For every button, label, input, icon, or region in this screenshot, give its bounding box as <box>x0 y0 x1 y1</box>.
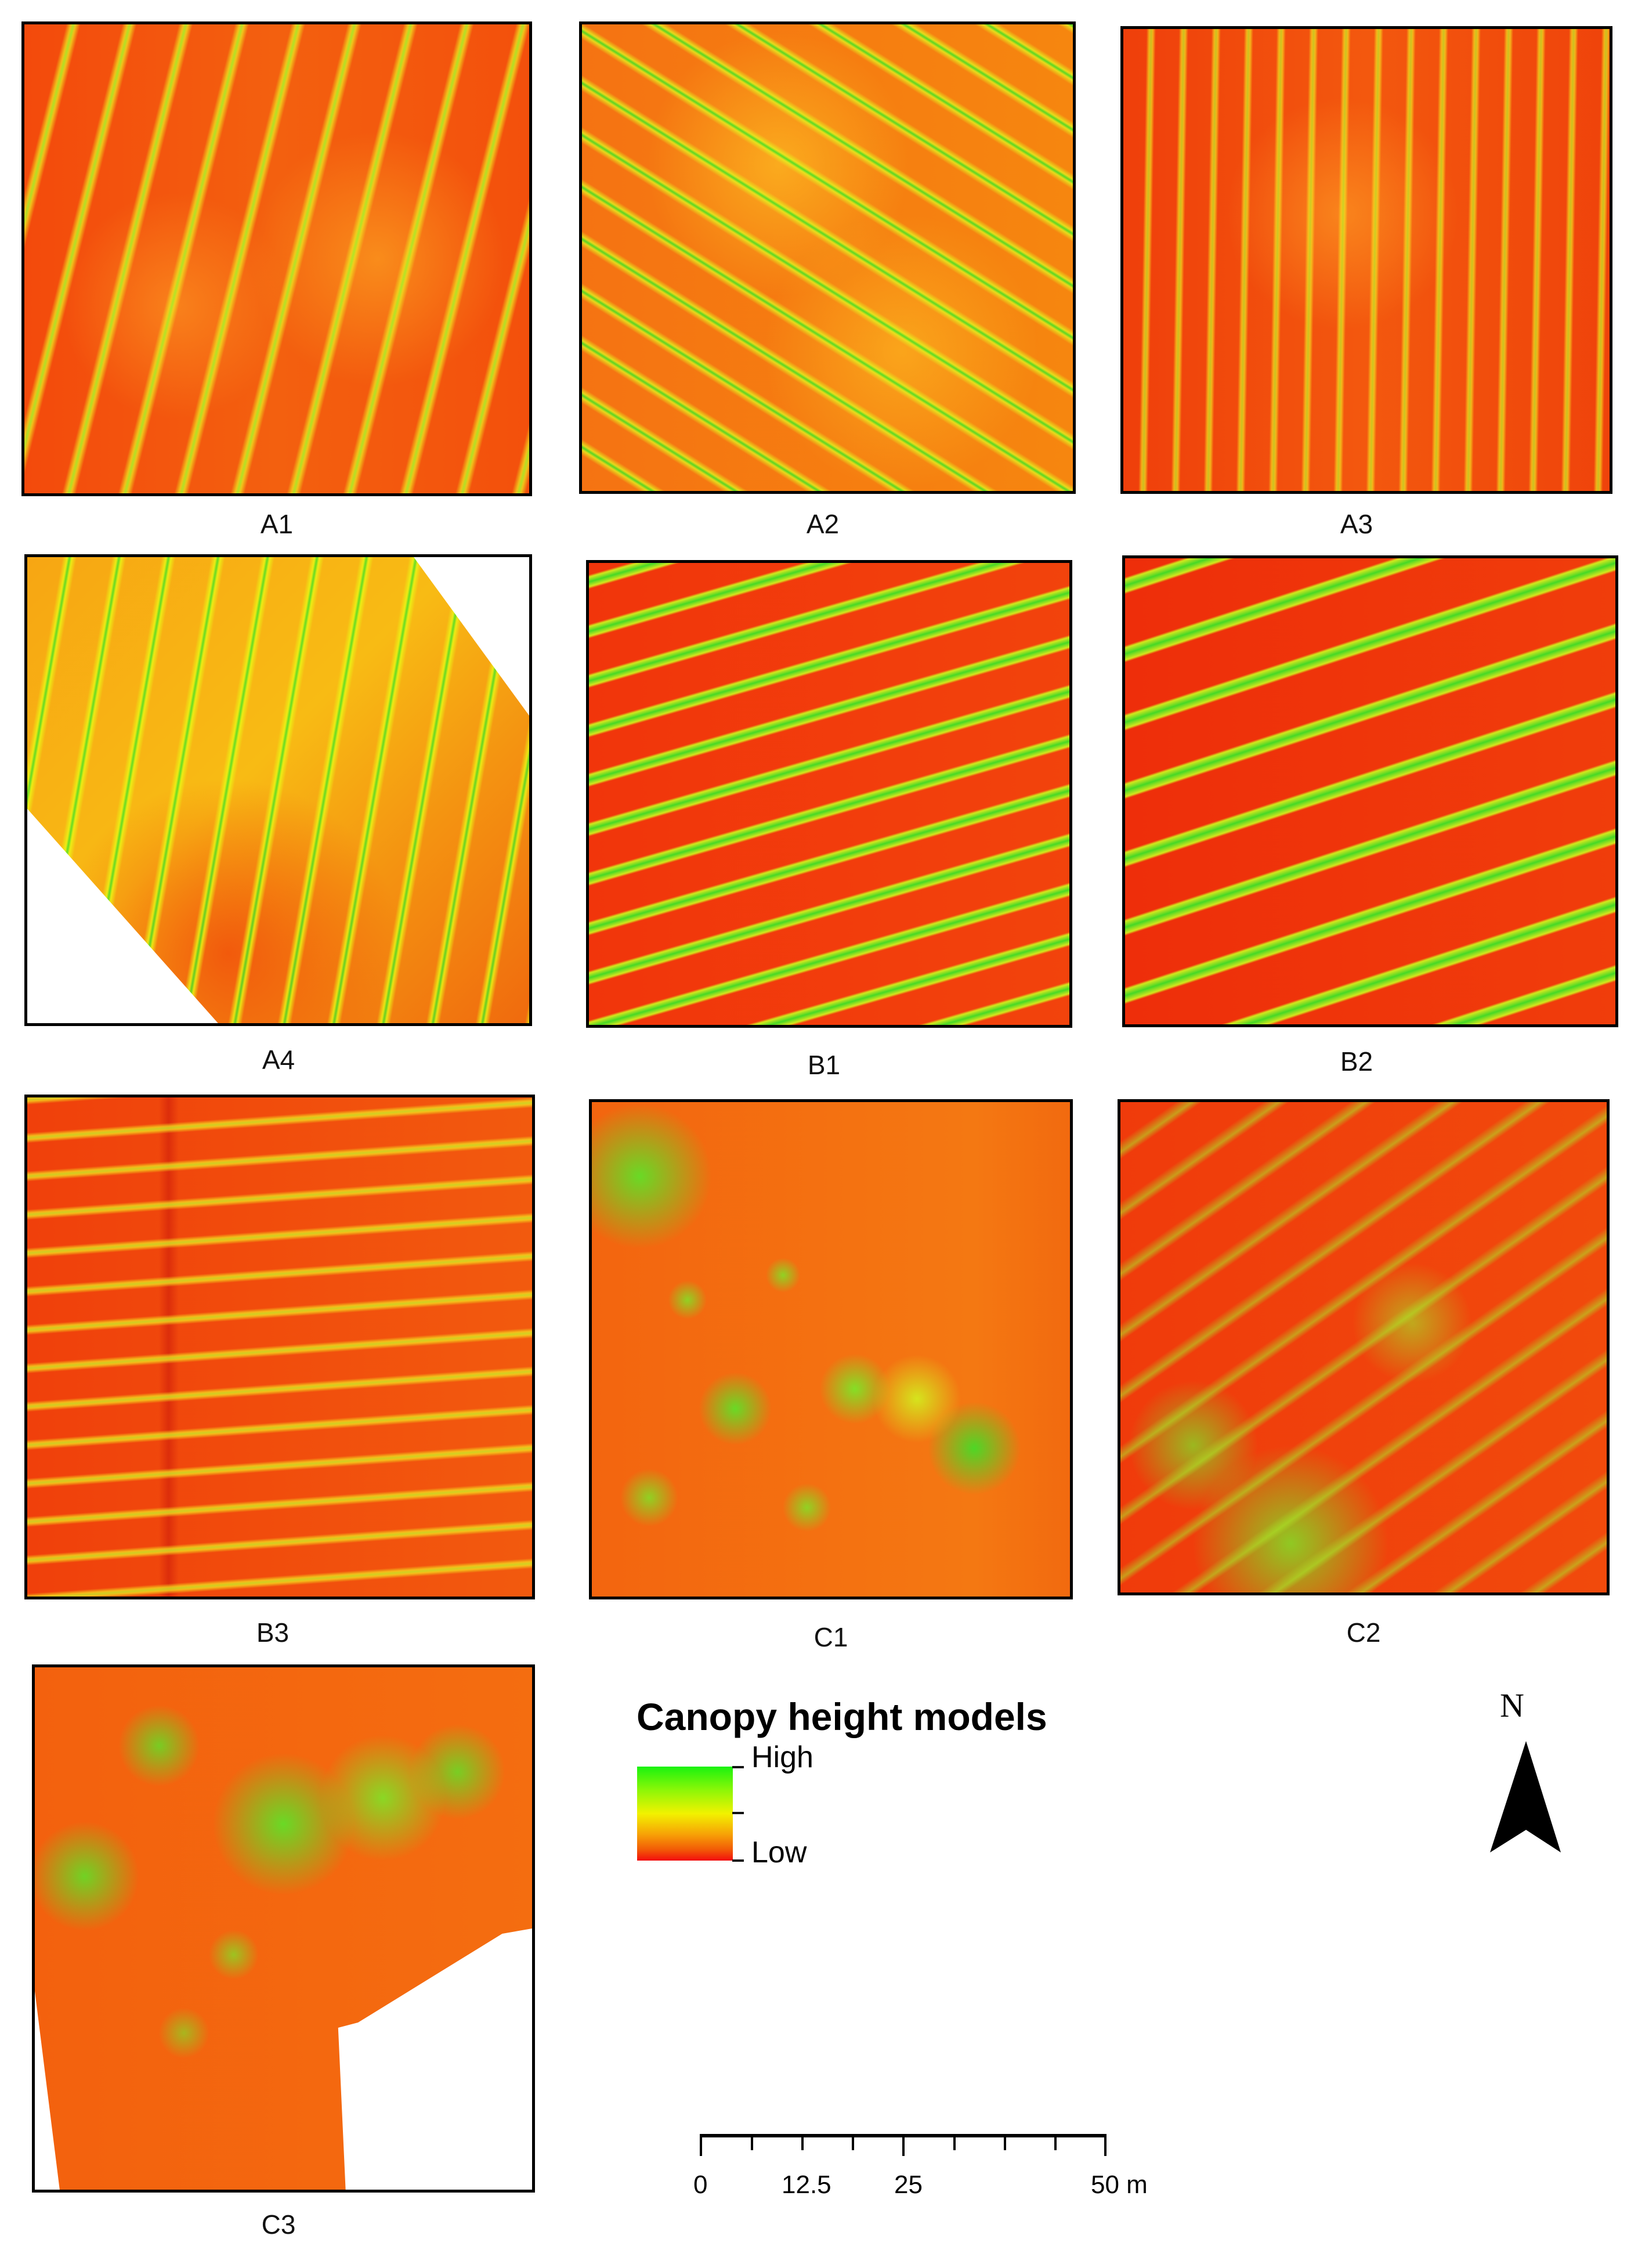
scale-tick-8 <box>1104 2134 1107 2156</box>
panel-label-c1: C1 <box>813 1622 848 1652</box>
chm-raster-a1 <box>24 24 529 493</box>
chm-raster-a3 <box>1123 29 1610 491</box>
scale-tick-7 <box>1054 2134 1057 2150</box>
panel-label-a4: A4 <box>262 1045 295 1075</box>
north-arrow-icon <box>1490 1741 1561 1852</box>
panel-b2 <box>1122 555 1618 1027</box>
panel-b3 <box>24 1095 535 1599</box>
legend-title: Canopy height models <box>637 1695 1047 1738</box>
chm-raster-b2 <box>1125 558 1615 1024</box>
scale-tick-6 <box>1004 2134 1006 2150</box>
chm-raster-c2 <box>1120 1102 1607 1592</box>
north-label: N <box>1500 1686 1524 1724</box>
panel-label-a2: A2 <box>806 509 840 539</box>
panel-label-a3: A3 <box>1340 509 1373 539</box>
panel-c2 <box>1118 1099 1610 1595</box>
panel-b1 <box>586 560 1072 1028</box>
scale-tick-1 <box>751 2134 753 2150</box>
chm-raster-b3 <box>27 1097 532 1597</box>
legend-tick-mid <box>732 1812 744 1814</box>
scale-tick-0 <box>700 2134 702 2156</box>
panel-label-b2: B2 <box>1340 1046 1373 1077</box>
legend-high-label: High <box>751 1740 813 1774</box>
panel-c3 <box>32 1664 535 2193</box>
scale-label-0: 0 <box>693 2171 708 2199</box>
panel-label-a1: A1 <box>260 509 294 539</box>
legend-low-label: Low <box>751 1836 807 1869</box>
legend-color-ramp <box>637 1767 733 1861</box>
panel-a4 <box>24 554 532 1026</box>
chm-raster-a2 <box>582 24 1073 491</box>
chm-raster-b1 <box>589 563 1069 1025</box>
panel-label-b1: B1 <box>807 1050 841 1080</box>
scale-tick-5 <box>953 2134 956 2150</box>
scale-label-50m: 50 m <box>1091 2171 1148 2199</box>
scale-tick-2 <box>801 2134 804 2150</box>
panel-label-c3: C3 <box>261 2209 296 2240</box>
panel-label-c2: C2 <box>1346 1617 1381 1648</box>
panel-a2 <box>579 21 1076 494</box>
scale-label-25: 25 <box>894 2171 923 2199</box>
panel-a3 <box>1120 26 1612 494</box>
scale-tick-3 <box>852 2134 854 2150</box>
chm-raster-c1 <box>592 1102 1070 1597</box>
panel-label-b3: B3 <box>256 1617 290 1648</box>
scale-tick-4 <box>902 2134 905 2156</box>
panel-c1 <box>589 1099 1073 1599</box>
panel-a1 <box>21 21 532 496</box>
legend-tick-high <box>732 1766 744 1768</box>
scale-label-12-5: 12.5 <box>782 2171 831 2199</box>
legend-tick-low <box>732 1859 744 1862</box>
